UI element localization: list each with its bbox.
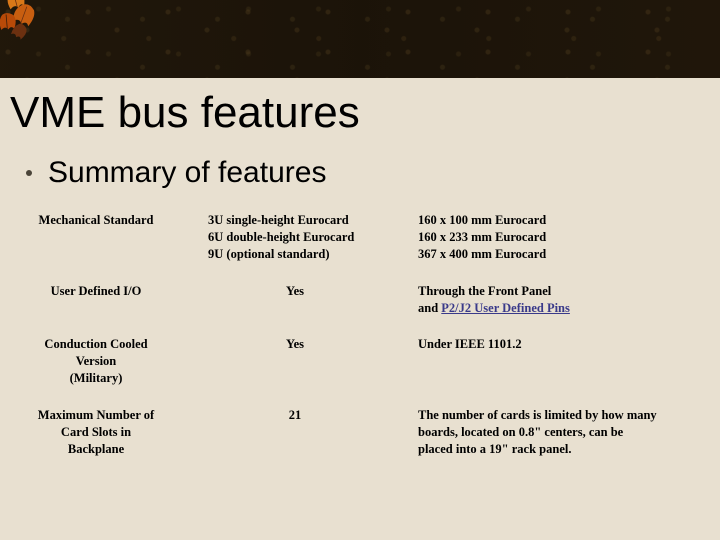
row-value: Yes <box>180 336 410 387</box>
subtitle-row: Summary of features <box>26 156 700 190</box>
row-detail: 160 x 100 mm Eurocard 160 x 233 mm Euroc… <box>410 212 710 263</box>
cell-line: boards, located on 0.8" centers, can be <box>418 424 710 441</box>
cell-line: 367 x 400 mm Eurocard <box>418 246 710 263</box>
leaf-decoration <box>0 0 58 47</box>
row-label: User Defined I/O <box>20 283 180 317</box>
bullet-icon <box>26 170 32 176</box>
cell-line: 160 x 233 mm Eurocard <box>418 229 710 246</box>
cell-line: 9U (optional standard) <box>208 246 402 263</box>
row-value: Yes <box>180 283 410 317</box>
cell-line: 3U single-height Eurocard <box>208 212 402 229</box>
row-label: Conduction Cooled Version (Military) <box>20 336 180 387</box>
label-line: Card Slots in <box>20 424 172 441</box>
row-detail: The number of cards is limited by how ma… <box>410 407 710 458</box>
cell-line: 160 x 100 mm Eurocard <box>418 212 710 229</box>
row-label: Mechanical Standard <box>20 212 180 263</box>
cell-line: placed into a 19" rack panel. <box>418 441 710 458</box>
label-line: Backplane <box>20 441 172 458</box>
row-value: 3U single-height Eurocard 6U double-heig… <box>180 212 410 263</box>
cell-line: 6U double-height Eurocard <box>208 229 402 246</box>
row-label: Maximum Number of Card Slots in Backplan… <box>20 407 180 458</box>
cell-line: The number of cards is limited by how ma… <box>418 407 710 424</box>
table-row: Mechanical Standard 3U single-height Eur… <box>20 212 720 263</box>
table-row: User Defined I/O Yes Through the Front P… <box>20 283 720 317</box>
label-line: (Military) <box>20 370 172 387</box>
subtitle-text: Summary of features <box>48 156 326 190</box>
features-table: Mechanical Standard 3U single-height Eur… <box>20 212 720 458</box>
cell-line: Through the Front Panel <box>418 283 710 300</box>
row-value: 21 <box>180 407 410 458</box>
cell-line: and P2/J2 User Defined Pins <box>418 300 710 317</box>
label-line: Maximum Number of <box>20 407 172 424</box>
user-defined-pins-link[interactable]: P2/J2 User Defined Pins <box>441 301 570 315</box>
table-row: Conduction Cooled Version (Military) Yes… <box>20 336 720 387</box>
label-line: Conduction Cooled <box>20 336 172 353</box>
row-detail: Under IEEE 1101.2 <box>410 336 710 387</box>
row-detail: Through the Front Panel and P2/J2 User D… <box>410 283 710 317</box>
content-area: VME bus features Summary of features Mec… <box>0 78 720 468</box>
label-line: Version <box>20 353 172 370</box>
page-title: VME bus features <box>10 88 700 138</box>
top-banner <box>0 0 720 78</box>
table-row: Maximum Number of Card Slots in Backplan… <box>20 407 720 458</box>
